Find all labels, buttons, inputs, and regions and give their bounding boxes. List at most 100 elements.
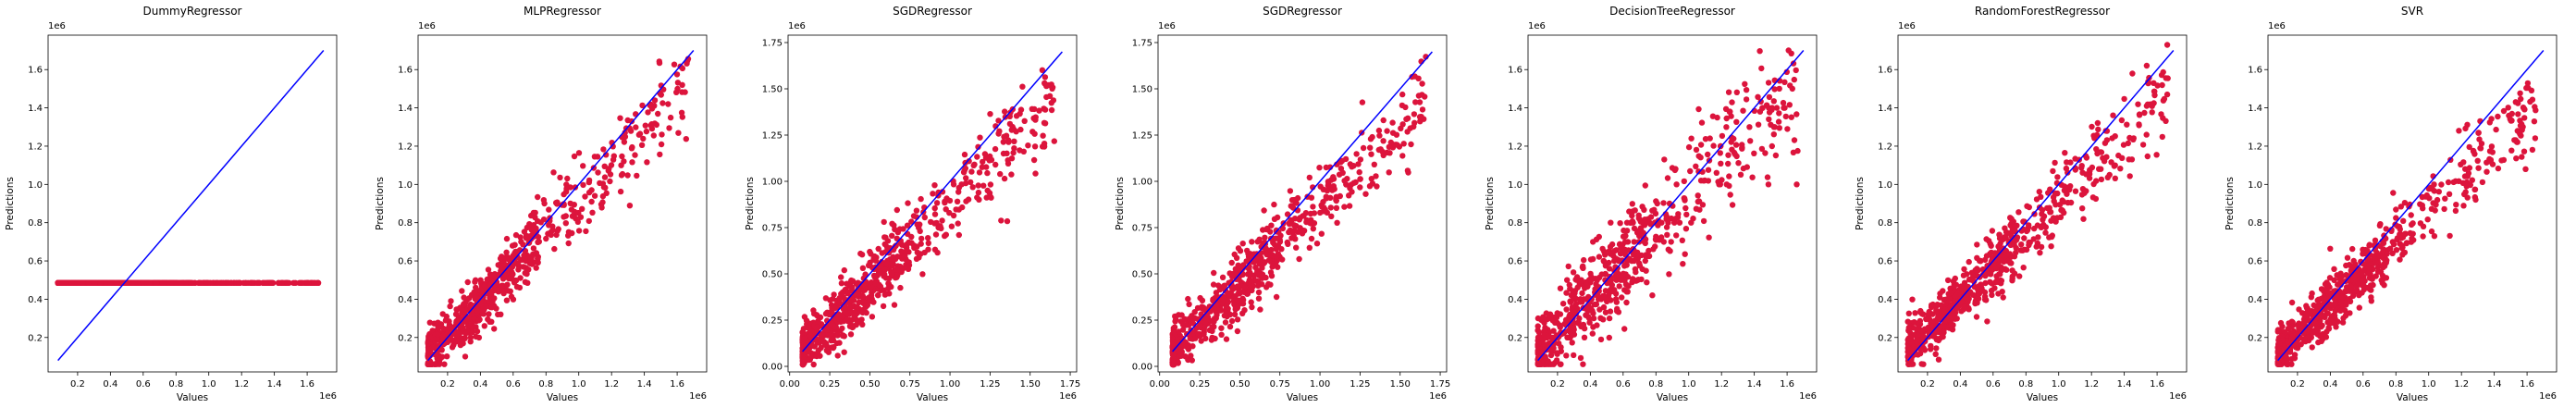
scatter-point — [500, 260, 508, 267]
x-tick-label: 0.8 — [538, 379, 553, 389]
scatter-point — [801, 314, 808, 320]
x-tick-label: 0.00 — [780, 379, 800, 389]
scatter-point — [1288, 203, 1295, 209]
scatter-point — [533, 265, 539, 271]
scatter-point — [1663, 213, 1670, 220]
scatter-point — [503, 297, 511, 303]
scatter-point — [644, 159, 650, 166]
scatter-point — [236, 279, 242, 286]
scatter-point — [441, 361, 448, 367]
scatter-point — [2027, 239, 2033, 246]
scatter-point — [2112, 133, 2118, 140]
scatter-point — [2106, 171, 2113, 179]
scatter-point — [1717, 150, 1724, 156]
scatter-point — [624, 172, 631, 179]
scatter-point — [1977, 258, 1984, 265]
scatter-point — [1629, 212, 1635, 219]
scatter-point — [1041, 74, 1049, 80]
scatter-point — [962, 179, 969, 187]
scatter-point — [1541, 341, 1548, 348]
scatter-point — [1664, 231, 1670, 238]
scatter-point — [522, 278, 529, 285]
scatter-point — [974, 154, 980, 160]
scatter-point — [853, 292, 860, 299]
scatter-point — [804, 349, 810, 355]
scatter-point — [1001, 133, 1007, 140]
x-tick-label: 1.2 — [2084, 379, 2099, 389]
scatter-point — [473, 284, 479, 291]
scatter-point — [515, 266, 522, 273]
scatter-point — [1031, 143, 1039, 150]
scatter-point — [1376, 132, 1383, 139]
scatter-point — [959, 204, 966, 211]
scatter-point — [456, 338, 463, 344]
x-tick-label: 1.75 — [1060, 379, 1080, 389]
scatter-point — [1747, 138, 1754, 144]
scatter-point — [2424, 216, 2431, 223]
scatter-point — [1235, 245, 1242, 252]
scatter-point — [2056, 202, 2064, 208]
scatter-point — [435, 319, 441, 326]
scatter-point — [1619, 294, 1625, 301]
scatter-point — [2018, 241, 2025, 248]
scatter-point — [532, 209, 538, 216]
scatter-point — [1402, 104, 1409, 111]
scatter-point — [1755, 121, 1762, 128]
scatter-point — [1928, 302, 1935, 309]
x-axis-label: Values — [177, 392, 208, 403]
scatter-point — [1633, 268, 1639, 276]
scatter-point — [918, 251, 924, 257]
scatter-point — [980, 158, 986, 166]
scatter-point — [2130, 136, 2137, 142]
scatter-point — [2119, 155, 2126, 161]
scatter-point — [1317, 209, 1324, 216]
scatter-point — [1765, 80, 1772, 86]
scatter-point — [588, 198, 595, 205]
scatter-point — [1701, 177, 1708, 184]
scatter-point — [1273, 293, 1280, 301]
scatter-point — [1017, 147, 1023, 154]
scatter-point — [859, 321, 866, 328]
scatter-point — [485, 266, 492, 273]
subplot-1: 0.2 0.4 0.6 0.8 1.0 1.2 1.4 1.60.20.40.60.81.01… — [5, 5, 338, 403]
scatter-point — [1756, 48, 1763, 55]
x-tick-label: 0.50 — [1229, 379, 1250, 389]
scatter-point — [1036, 107, 1042, 114]
scatter-point — [1695, 105, 1702, 113]
scatter-point — [899, 255, 906, 262]
scatter-point — [434, 331, 441, 338]
scatter-point — [1925, 313, 1932, 319]
scatter-point — [1641, 239, 1647, 245]
scatter-point — [1547, 352, 1555, 359]
scatter-point — [918, 235, 925, 242]
scatter-point — [2374, 264, 2382, 271]
scatter-point — [1218, 325, 1225, 331]
scatter-point — [1041, 105, 1047, 112]
scatter-point — [1989, 257, 1995, 264]
scatter-point — [847, 331, 855, 338]
scatter-point — [1776, 85, 1782, 93]
y-offset-label: 1e6 — [1158, 21, 1176, 31]
scatter-point — [1384, 128, 1390, 134]
scatter-point — [995, 117, 1002, 124]
scatter-point — [1569, 340, 1575, 346]
y-offset-label: 1e6 — [418, 21, 436, 31]
scatter-point — [601, 174, 609, 180]
scatter-point — [822, 295, 830, 302]
scatter-point — [1608, 297, 1614, 303]
scatter-point — [1729, 146, 1735, 153]
scatter-point — [2061, 209, 2067, 216]
scatter-point — [851, 312, 857, 318]
scatter-point — [456, 330, 462, 337]
scatter-point — [1601, 293, 1608, 300]
scatter-point — [1631, 239, 1637, 245]
scatter-point — [1793, 181, 1800, 188]
y-tick-label: 1.00 — [1132, 178, 1152, 188]
scatter-point — [1223, 336, 1230, 342]
scatter-point — [943, 231, 949, 238]
scatter-point — [2158, 71, 2165, 79]
scatter-point — [1407, 125, 1413, 131]
scatter-point — [471, 315, 477, 322]
scatter-point — [1310, 226, 1317, 232]
